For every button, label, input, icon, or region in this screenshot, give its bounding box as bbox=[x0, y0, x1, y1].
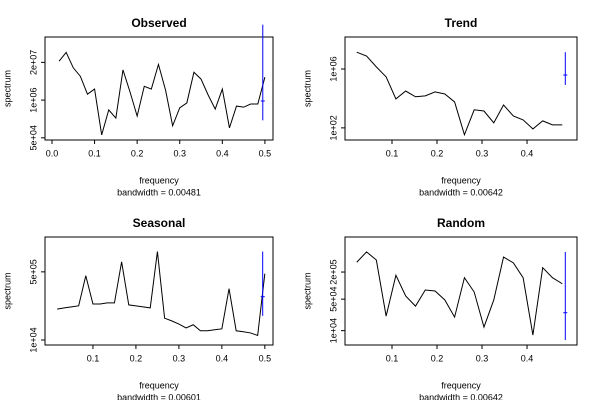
x-tick-label: 0.4 bbox=[521, 353, 534, 363]
y-axis-label: spectrum bbox=[302, 272, 312, 309]
plot-box bbox=[344, 236, 578, 346]
x-tick-label: 0.1 bbox=[88, 148, 101, 158]
subtitle: bandwidth = 0.00642 bbox=[419, 392, 503, 400]
spectrum-line bbox=[356, 51, 563, 137]
y-axis-label: spectrum bbox=[302, 70, 312, 107]
x-tick-label: 0.0 bbox=[46, 148, 59, 158]
x-tick-label: 0.3 bbox=[476, 148, 489, 158]
x-tick-label: 0.5 bbox=[259, 148, 272, 158]
y-tick-label: 1e+04 bbox=[328, 318, 338, 343]
y-tick-label: 1e+06 bbox=[28, 87, 38, 112]
x-tick-label: 0.4 bbox=[216, 148, 229, 158]
x-tick-label: 0.4 bbox=[521, 148, 534, 158]
subtitle: bandwidth = 0.00481 bbox=[117, 187, 201, 197]
panel-title: Trend bbox=[445, 16, 478, 30]
panel-title: Random bbox=[437, 216, 485, 230]
y-tick-label: 2e+07 bbox=[28, 50, 38, 75]
panel-title: Seasonal bbox=[133, 216, 186, 230]
x-tick-label: 0.1 bbox=[386, 148, 399, 158]
y-axis-label: spectrum bbox=[2, 70, 12, 107]
y-tick-label: 5e+05 bbox=[28, 259, 38, 284]
y-tick-label: 5e+04 bbox=[328, 287, 338, 312]
y-tick-label: 1e+02 bbox=[328, 115, 338, 140]
subtitle: bandwidth = 0.00642 bbox=[419, 187, 503, 197]
x-tick-label: 0.5 bbox=[259, 353, 272, 363]
x-tick-label: 0.2 bbox=[130, 353, 143, 363]
x-tick-label: 0.3 bbox=[476, 353, 489, 363]
x-axis-label: frequency bbox=[441, 175, 481, 185]
x-tick-label: 0.1 bbox=[87, 353, 100, 363]
y-axis-label: spectrum bbox=[2, 272, 12, 309]
x-axis-label: frequency bbox=[139, 175, 179, 185]
x-tick-label: 0.4 bbox=[216, 353, 229, 363]
x-tick-label: 0.2 bbox=[431, 353, 444, 363]
x-axis-label: frequency bbox=[139, 380, 179, 390]
panel-title: Observed bbox=[131, 16, 186, 30]
spectrum-line bbox=[356, 251, 563, 336]
x-tick-label: 0.2 bbox=[131, 148, 144, 158]
x-tick-label: 0.3 bbox=[173, 148, 186, 158]
plot-box bbox=[344, 36, 578, 141]
y-tick-label: 1e+04 bbox=[28, 327, 38, 352]
plot-box bbox=[44, 36, 274, 141]
x-tick-label: 0.3 bbox=[173, 353, 186, 363]
y-tick-label: 1e+06 bbox=[328, 56, 338, 81]
spectrum-line bbox=[58, 51, 266, 136]
y-tick-label: 2e+05 bbox=[328, 259, 338, 284]
x-axis-label: frequency bbox=[441, 380, 481, 390]
x-tick-label: 0.1 bbox=[386, 353, 399, 363]
subtitle: bandwidth = 0.00601 bbox=[117, 392, 201, 400]
spectrum-line bbox=[57, 251, 266, 337]
y-tick-label: 5e+04 bbox=[28, 125, 38, 150]
plot-box bbox=[44, 236, 274, 346]
x-tick-label: 0.2 bbox=[431, 148, 444, 158]
